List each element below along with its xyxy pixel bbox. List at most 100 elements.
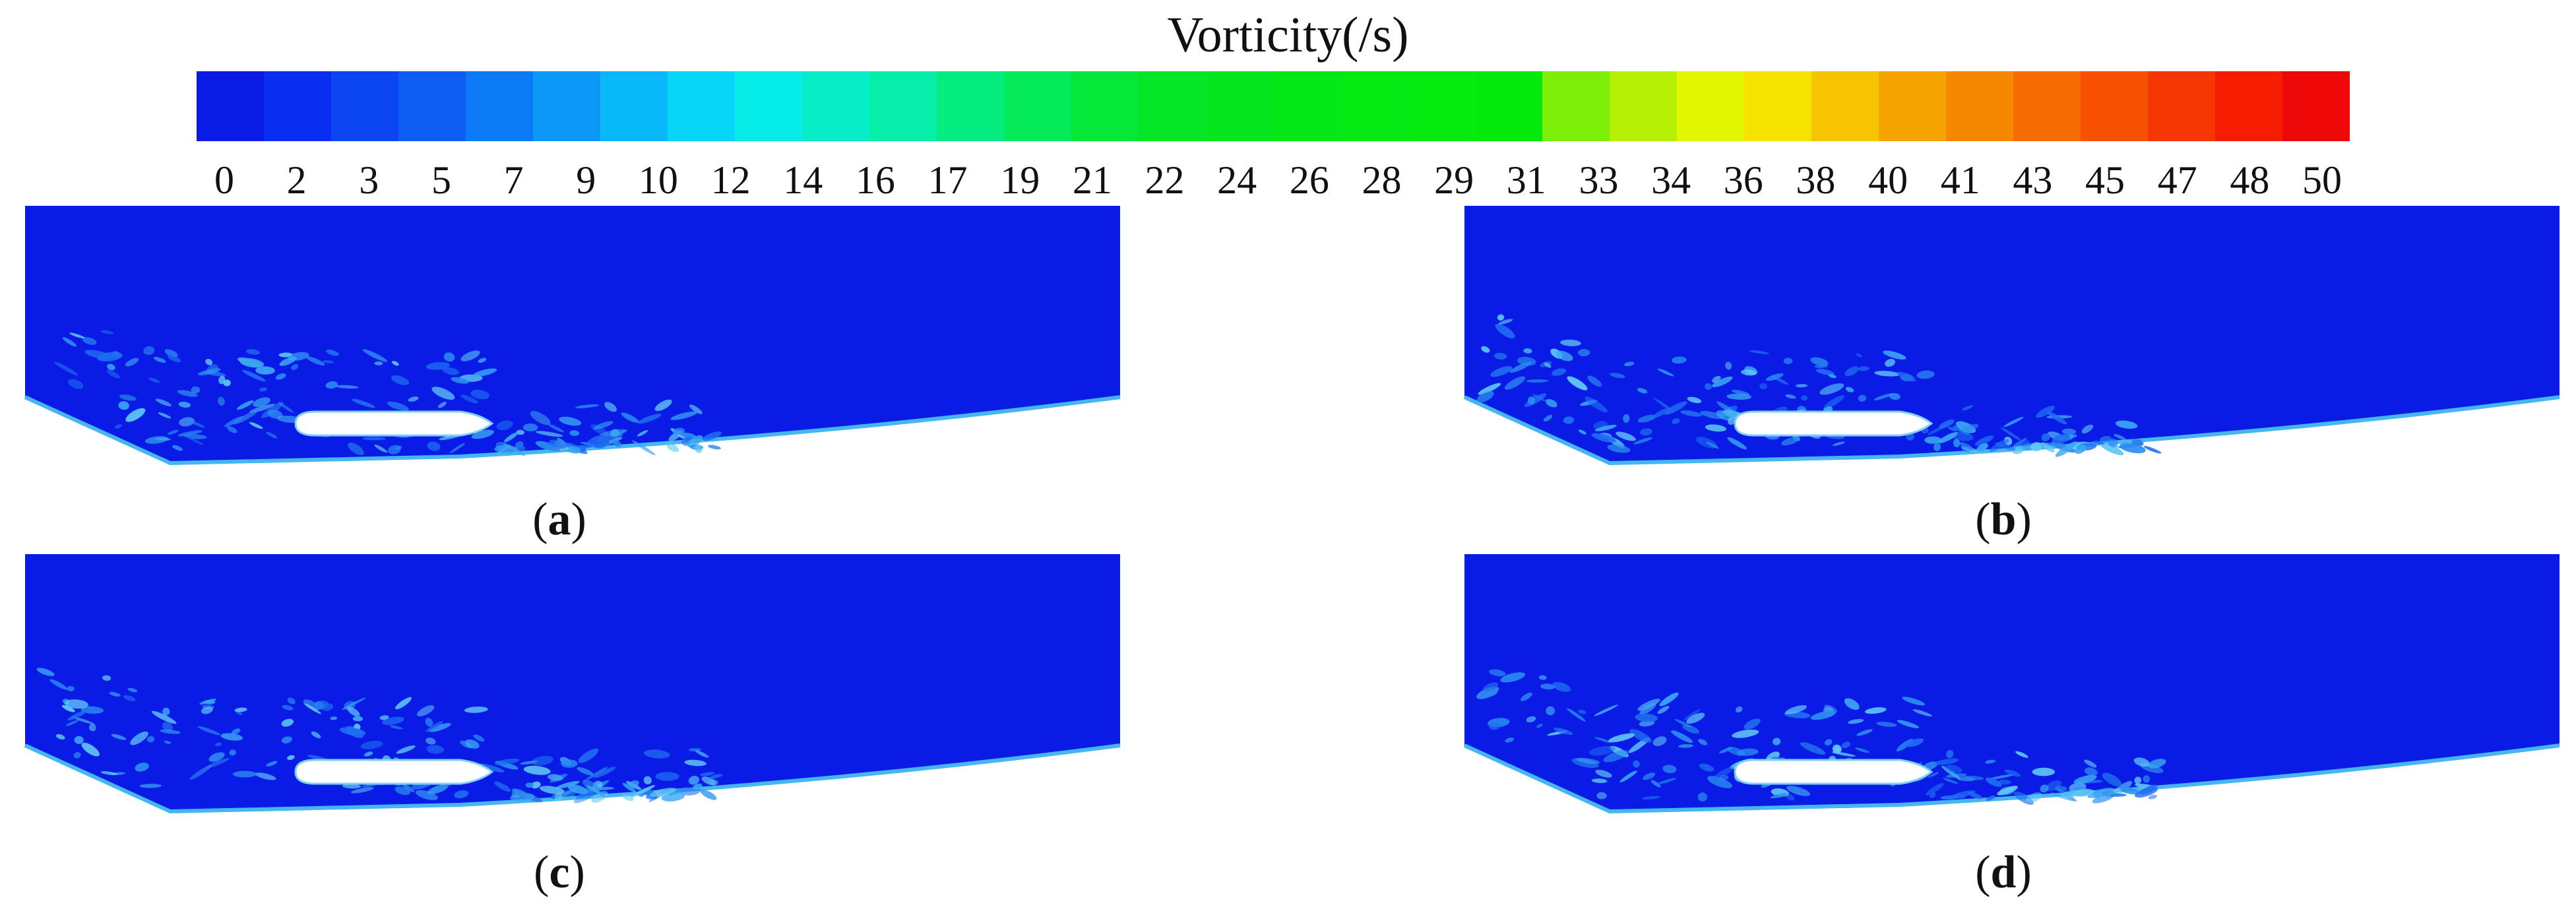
colorbar-cell-25	[1879, 71, 1946, 141]
eddy	[394, 786, 410, 796]
eddy	[709, 774, 723, 779]
eddy	[1986, 777, 2002, 787]
flow-domain	[1464, 554, 2560, 811]
eddy	[1543, 414, 1553, 422]
colorbar-cell-5	[533, 71, 600, 141]
eddy	[65, 720, 79, 726]
eddy	[2099, 442, 2124, 456]
eddy	[1933, 758, 1959, 765]
colorbar-cell-9	[802, 71, 869, 141]
eddy	[2047, 411, 2067, 425]
eddy	[282, 705, 294, 710]
eddy	[1783, 358, 1793, 365]
eddy	[1578, 349, 1590, 357]
eddy	[1482, 682, 1499, 692]
eddy	[1705, 383, 1712, 391]
eddy	[1939, 419, 1955, 429]
colorbar-tick-label: 12	[710, 158, 751, 202]
eddy	[408, 396, 419, 402]
eddy	[1711, 767, 1734, 782]
eddy	[425, 718, 433, 727]
eddy	[179, 417, 195, 427]
eddy	[2143, 446, 2162, 454]
eddy	[162, 722, 173, 732]
eddy	[281, 718, 294, 727]
colorbar-tick-label: 40	[1868, 158, 1908, 202]
eddy	[1591, 778, 1608, 783]
eddy	[1974, 435, 1994, 446]
colorbar-tick-label: 45	[2085, 158, 2125, 202]
eddy	[153, 356, 166, 363]
colorbar-cell-16	[1273, 71, 1340, 141]
eddy	[622, 794, 634, 802]
eddy	[1680, 410, 1702, 417]
eddy	[557, 437, 567, 445]
eddy	[1603, 750, 1629, 763]
eddy	[1497, 314, 1505, 321]
eddy	[139, 784, 162, 788]
eddy	[666, 443, 679, 453]
colorbar-cell-15	[1206, 71, 1273, 141]
colorbar-cell-4	[466, 71, 533, 141]
eddy	[516, 429, 525, 435]
colorbar-tick-label: 31	[1506, 158, 1546, 202]
eddy	[259, 387, 268, 392]
eddy	[1924, 436, 1942, 444]
eddy	[158, 412, 172, 419]
eddy	[326, 349, 339, 356]
eddy	[680, 432, 697, 439]
eddy	[584, 435, 604, 449]
wake-eddies	[1476, 314, 2162, 457]
eddy	[591, 791, 608, 803]
colorbar-tick-label: 26	[1289, 158, 1329, 202]
eddy	[1686, 712, 1705, 724]
eddy	[1800, 742, 1826, 755]
eddy	[702, 431, 722, 441]
eddy	[220, 733, 243, 741]
eddy	[2143, 775, 2151, 783]
colorbar-cell-31	[2282, 71, 2350, 141]
eddy	[287, 697, 296, 705]
eddy	[429, 723, 451, 732]
eddy	[1578, 709, 1586, 714]
colorbar-tick-label: 14	[783, 158, 823, 202]
eddy	[362, 349, 388, 362]
eddy	[510, 793, 535, 802]
colorbar-tick-label: 36	[1723, 158, 1763, 202]
eddy	[695, 750, 709, 758]
colorbar-tick-label: 24	[1217, 158, 1257, 202]
eddy	[1616, 431, 1637, 441]
eddy	[205, 358, 213, 365]
eddy	[1824, 739, 1833, 746]
eddy	[425, 721, 443, 732]
eddy	[578, 748, 599, 763]
eddy	[178, 401, 191, 408]
colorbar-cell-8	[735, 71, 802, 141]
eddy	[1526, 716, 1536, 722]
eddy	[185, 435, 204, 445]
eddy	[172, 445, 183, 451]
eddy	[670, 411, 697, 420]
eddy	[1819, 383, 1844, 395]
eddy	[64, 699, 88, 709]
eddy	[637, 430, 648, 437]
eddy	[1815, 369, 1835, 375]
panel-label-a: (a)	[532, 494, 586, 545]
eddy	[1943, 777, 1959, 784]
eddy	[1576, 757, 1600, 764]
eddy	[119, 394, 137, 401]
colorbar-cell-20	[1542, 71, 1610, 141]
colorbar-cell-19	[1475, 71, 1542, 141]
colorbar-tick-label: 29	[1434, 158, 1474, 202]
eddy	[162, 707, 170, 716]
eddy	[1841, 741, 1851, 749]
eddy	[1876, 722, 1897, 727]
eddy	[1476, 391, 1494, 403]
eddy	[1527, 396, 1536, 405]
eddy	[197, 726, 221, 736]
panel-label-c: (c)	[534, 847, 585, 898]
colorbar-cell-17	[1340, 71, 1408, 141]
eddy	[688, 776, 700, 785]
eddy	[2052, 433, 2070, 444]
eddy	[395, 697, 412, 710]
